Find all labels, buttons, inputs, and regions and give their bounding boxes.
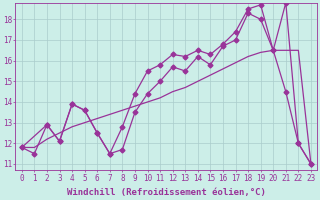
X-axis label: Windchill (Refroidissement éolien,°C): Windchill (Refroidissement éolien,°C) [67, 188, 266, 197]
